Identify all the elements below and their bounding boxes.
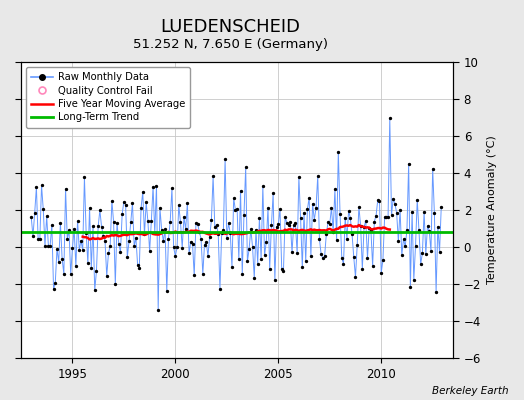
Text: LUEDENSCHEID: LUEDENSCHEID bbox=[160, 18, 301, 36]
Legend: Raw Monthly Data, Quality Control Fail, Five Year Moving Average, Long-Term Tren: Raw Monthly Data, Quality Control Fail, … bbox=[26, 67, 190, 128]
Y-axis label: Temperature Anomaly (°C): Temperature Anomaly (°C) bbox=[487, 136, 497, 284]
Text: Berkeley Earth: Berkeley Earth bbox=[432, 386, 508, 396]
Text: 51.252 N, 7.650 E (Germany): 51.252 N, 7.650 E (Germany) bbox=[133, 38, 328, 51]
